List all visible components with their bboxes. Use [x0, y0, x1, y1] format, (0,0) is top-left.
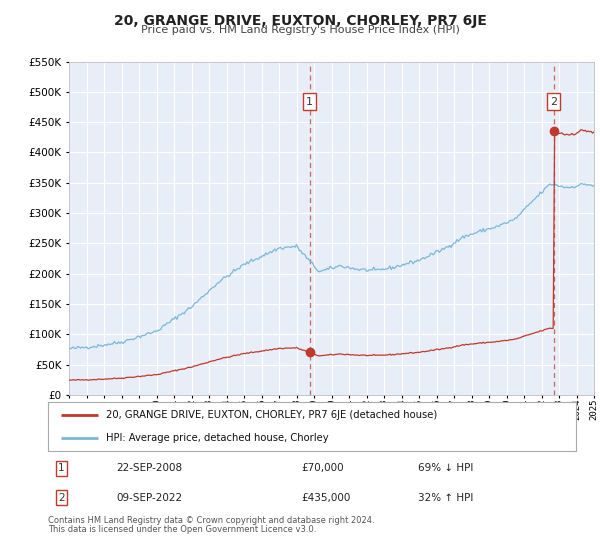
Text: 20, GRANGE DRIVE, EUXTON, CHORLEY, PR7 6JE (detached house): 20, GRANGE DRIVE, EUXTON, CHORLEY, PR7 6… — [106, 410, 437, 421]
Text: Price paid vs. HM Land Registry's House Price Index (HPI): Price paid vs. HM Land Registry's House … — [140, 25, 460, 35]
Text: This data is licensed under the Open Government Licence v3.0.: This data is licensed under the Open Gov… — [48, 525, 316, 534]
Text: 32% ↑ HPI: 32% ↑ HPI — [418, 493, 473, 503]
Text: £70,000: £70,000 — [301, 463, 344, 473]
Text: 1: 1 — [306, 96, 313, 106]
Text: 1: 1 — [58, 463, 65, 473]
Text: 2: 2 — [58, 493, 65, 503]
Text: £435,000: £435,000 — [301, 493, 351, 503]
Text: 09-SEP-2022: 09-SEP-2022 — [116, 493, 183, 503]
Text: Contains HM Land Registry data © Crown copyright and database right 2024.: Contains HM Land Registry data © Crown c… — [48, 516, 374, 525]
Text: HPI: Average price, detached house, Chorley: HPI: Average price, detached house, Chor… — [106, 433, 329, 444]
Text: 69% ↓ HPI: 69% ↓ HPI — [418, 463, 473, 473]
Text: 22-SEP-2008: 22-SEP-2008 — [116, 463, 183, 473]
Text: 2: 2 — [550, 96, 557, 106]
Text: 20, GRANGE DRIVE, EUXTON, CHORLEY, PR7 6JE: 20, GRANGE DRIVE, EUXTON, CHORLEY, PR7 6… — [113, 14, 487, 28]
